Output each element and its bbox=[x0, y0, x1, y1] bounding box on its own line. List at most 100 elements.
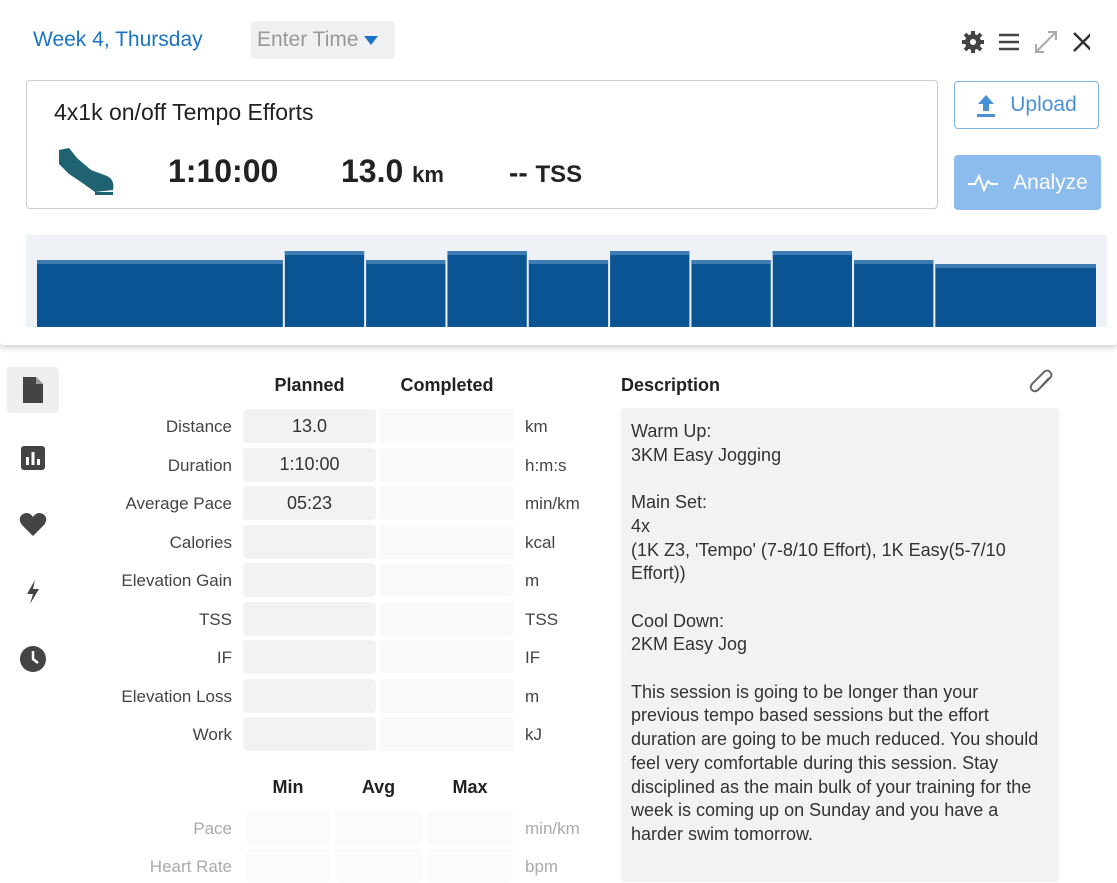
description-line: 3KM Easy Jogging bbox=[631, 444, 782, 465]
dropdown-arrow bbox=[363, 36, 378, 45]
interval-bar-top bbox=[366, 260, 446, 264]
description-paragraph: This session is going to be longer than … bbox=[631, 681, 1049, 847]
metric-unit: kJ bbox=[525, 725, 542, 744]
interval-bar[interactable] bbox=[284, 251, 365, 327]
completed-input[interactable] bbox=[380, 717, 514, 751]
attachment-icon[interactable] bbox=[1029, 368, 1055, 396]
range-input[interactable] bbox=[427, 849, 513, 883]
range-input[interactable] bbox=[427, 811, 513, 845]
completed-input[interactable] bbox=[380, 486, 514, 520]
description-paragraph: Warm Up: 3KM Easy Jogging bbox=[631, 420, 1049, 467]
planned-input[interactable]: 05:23 bbox=[243, 486, 376, 520]
analyze-icon bbox=[968, 172, 999, 193]
planned-input[interactable] bbox=[243, 717, 376, 751]
range-input[interactable] bbox=[246, 849, 330, 883]
planned-input[interactable]: 13.0 bbox=[243, 409, 376, 443]
completed-input[interactable] bbox=[380, 563, 514, 597]
description-line: This session is going to be longer than … bbox=[631, 681, 1039, 844]
planned-input[interactable]: 1:10:00 bbox=[243, 447, 376, 482]
interval-bar[interactable] bbox=[610, 251, 690, 327]
interval-bar-top bbox=[37, 260, 283, 264]
interval-bar[interactable] bbox=[935, 264, 1096, 327]
metric-unit: km bbox=[525, 417, 548, 436]
completed-input[interactable] bbox=[380, 524, 514, 559]
range-header: Min bbox=[272, 777, 304, 797]
analyze-label: Analyze bbox=[1013, 170, 1088, 194]
day-title: Week 4, Thursday bbox=[33, 28, 203, 51]
interval-bar[interactable] bbox=[366, 260, 446, 327]
planned-input[interactable] bbox=[243, 678, 376, 713]
distance-value: 13.0 bbox=[341, 153, 404, 189]
planned-value: 1:10:00 bbox=[279, 454, 340, 474]
clock-icon bbox=[20, 646, 46, 672]
range-input[interactable] bbox=[335, 811, 422, 845]
planned-input[interactable] bbox=[243, 640, 376, 674]
metric-label: Average Pace bbox=[125, 494, 232, 513]
planned-distance: 13.0 km bbox=[341, 153, 444, 190]
interval-bar[interactable] bbox=[528, 260, 609, 327]
range-label: Heart Rate bbox=[149, 857, 232, 876]
interval-bar-top bbox=[284, 251, 365, 255]
interval-bar[interactable] bbox=[447, 251, 527, 327]
metric-label: Elevation Loss bbox=[121, 686, 232, 706]
description-line: (1K Z3, 'Tempo' (7-8/10 Effort), 1K Easy… bbox=[631, 539, 1006, 584]
completed-input[interactable] bbox=[380, 640, 514, 674]
workout-profile-chart bbox=[26, 235, 1107, 327]
settings-icon[interactable] bbox=[962, 31, 984, 53]
run-shoe-icon bbox=[59, 148, 114, 195]
time-dropdown[interactable]: Enter Time bbox=[251, 21, 395, 59]
metric-label: Duration bbox=[167, 455, 232, 475]
planned-input[interactable] bbox=[243, 524, 376, 559]
range-header: Max bbox=[452, 777, 488, 797]
description-heading: Description bbox=[621, 375, 721, 395]
interval-bar-top bbox=[447, 251, 527, 255]
menu-icon[interactable] bbox=[999, 33, 1019, 51]
planned-value: 13.0 bbox=[291, 415, 328, 436]
completed-input[interactable] bbox=[380, 601, 514, 636]
column-header: Planned bbox=[274, 375, 345, 395]
metric-label: Distance bbox=[165, 417, 232, 436]
range-input[interactable] bbox=[335, 849, 422, 883]
completed-input[interactable] bbox=[380, 447, 514, 482]
interval-bar[interactable] bbox=[854, 260, 934, 327]
interval-bar-top bbox=[691, 260, 771, 264]
metric-label: Work bbox=[192, 725, 232, 744]
toolbar-icons bbox=[962, 31, 1090, 53]
chart-icon bbox=[21, 446, 45, 470]
completed-input[interactable] bbox=[380, 409, 514, 443]
description-line: Cool Down: bbox=[631, 610, 725, 631]
heart-icon bbox=[19, 513, 47, 536]
metric-label: Calories bbox=[169, 532, 232, 552]
expand-icon[interactable] bbox=[1035, 31, 1057, 53]
interval-bar-top bbox=[528, 260, 609, 264]
close-icon[interactable] bbox=[1073, 32, 1090, 52]
interval-bar-top bbox=[854, 260, 934, 264]
distance-unit: km bbox=[412, 162, 444, 187]
metric-label: IF bbox=[216, 648, 232, 667]
charts-tab[interactable] bbox=[7, 435, 59, 481]
metric-unit: kcal bbox=[525, 532, 556, 552]
metric-unit: m bbox=[525, 686, 540, 706]
planned-tss: -- TSS bbox=[509, 157, 582, 189]
planned-input[interactable] bbox=[243, 601, 376, 636]
interval-bar[interactable] bbox=[37, 260, 283, 327]
planned-input[interactable] bbox=[243, 563, 376, 597]
description-line: 4x bbox=[631, 515, 651, 536]
heart-rate-tab[interactable] bbox=[7, 501, 59, 547]
description-box: Warm Up: 3KM Easy Jogging Main Set: 4x (1K Z… bbox=[621, 408, 1059, 882]
interval-bar[interactable] bbox=[691, 260, 771, 327]
workout-summary-card: 4x1k on/off Tempo Efforts 1:10:00 13.0 k… bbox=[26, 80, 938, 209]
power-tab[interactable] bbox=[7, 569, 59, 615]
interval-bar[interactable] bbox=[772, 251, 853, 327]
details-tab[interactable] bbox=[7, 367, 59, 413]
workout-title: 4x1k on/off Tempo Efforts bbox=[54, 99, 314, 125]
tss-value: -- bbox=[509, 157, 528, 188]
range-header: Avg bbox=[361, 777, 396, 797]
completed-input[interactable] bbox=[380, 678, 514, 713]
range-input[interactable] bbox=[246, 811, 330, 845]
analyze-button[interactable]: Analyze bbox=[954, 155, 1101, 210]
planned-value: 05:23 bbox=[286, 492, 333, 513]
upload-button[interactable]: Upload bbox=[954, 81, 1099, 129]
history-tab[interactable] bbox=[7, 636, 59, 682]
